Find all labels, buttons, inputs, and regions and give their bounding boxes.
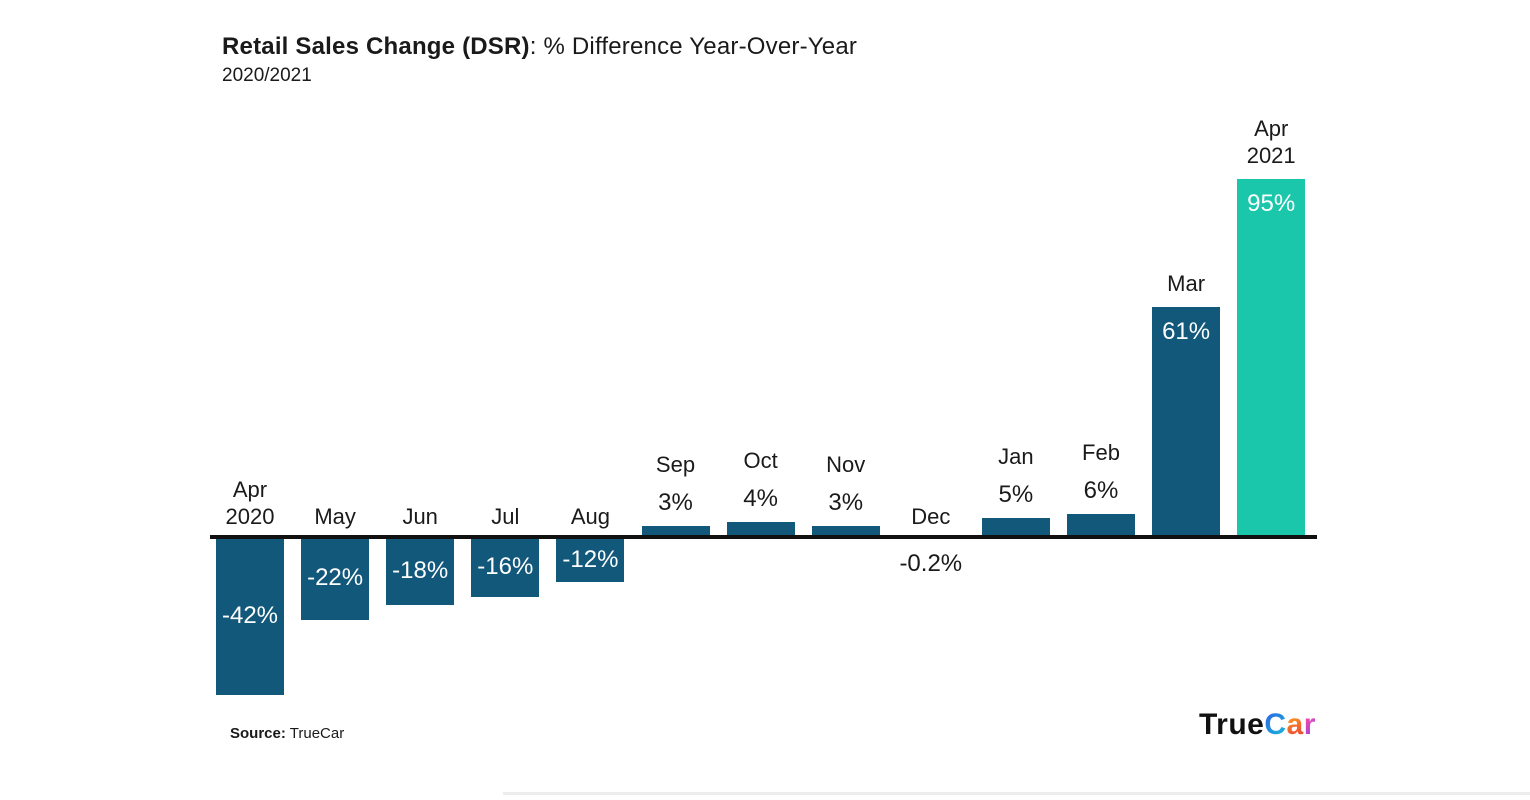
value-label-dec: -0.2% <box>899 550 963 577</box>
category-label-may: May <box>314 504 356 529</box>
chart-title: Retail Sales Change (DSR): % Difference … <box>222 33 857 61</box>
category-label-dec: Dec <box>911 504 951 529</box>
bar-apr-2021 <box>1237 178 1306 537</box>
bar-jun <box>386 537 455 605</box>
bar-oct <box>726 521 795 537</box>
bar-sep <box>641 525 710 537</box>
logo-true-text: True <box>1199 708 1265 741</box>
x-axis-line <box>210 535 1317 539</box>
bar-jul <box>471 537 540 598</box>
chart-title-regular: : % Difference Year-Over-Year <box>529 33 858 60</box>
category-label-feb: Feb <box>1082 440 1120 466</box>
value-label-jun: -18% <box>392 556 449 584</box>
value-label-sep: 3% <box>658 488 693 516</box>
category-label-mar: Mar <box>1167 271 1206 297</box>
value-label-nov: 3% <box>828 488 864 516</box>
source-value: TrueCar <box>285 725 345 742</box>
bar-apr-2020 <box>216 537 284 696</box>
page-bottom-divider <box>503 792 1530 795</box>
category-label-apr-2021: Apr 2021 <box>1246 115 1296 168</box>
value-label-mar: 61% <box>1162 318 1211 346</box>
value-label-feb: 6% <box>1083 477 1119 505</box>
value-label-apr-2020: -42% <box>221 602 279 630</box>
bar-feb <box>1067 514 1135 537</box>
chart-subtitle: 2020/2021 <box>222 65 312 86</box>
category-label-jan: Jan <box>998 444 1034 470</box>
chart-title-bold: Retail Sales Change (DSR) <box>222 33 530 60</box>
source-note: Source: TrueCar <box>230 725 344 742</box>
bar-mar <box>1152 307 1221 537</box>
category-label-apr-2020: Apr 2020 <box>225 477 275 529</box>
source-label: Source: <box>230 725 286 742</box>
bar-aug <box>556 537 625 583</box>
category-label-sep: Sep <box>655 451 696 477</box>
bar-jan <box>981 518 1050 537</box>
category-label-nov: Nov <box>826 451 866 477</box>
value-label-oct: 4% <box>743 484 778 512</box>
value-label-apr-2021: 95% <box>1247 189 1296 217</box>
category-label-jul: Jul <box>491 504 520 529</box>
logo-letter-a: a <box>1286 708 1304 741</box>
logo-letter-c: C <box>1264 708 1287 741</box>
category-label-jun: Jun <box>402 504 438 529</box>
truecar-logo: TrueCar <box>1199 708 1316 742</box>
value-label-aug: -12% <box>562 545 619 573</box>
bar-may <box>301 537 370 620</box>
value-label-may: -22% <box>307 564 364 592</box>
value-label-jul: -16% <box>477 553 534 581</box>
bar-nov <box>811 525 880 537</box>
category-label-oct: Oct <box>743 447 778 473</box>
category-label-aug: Aug <box>570 504 610 529</box>
logo-letter-r: r <box>1303 708 1316 741</box>
value-label-jan: 5% <box>998 481 1034 509</box>
